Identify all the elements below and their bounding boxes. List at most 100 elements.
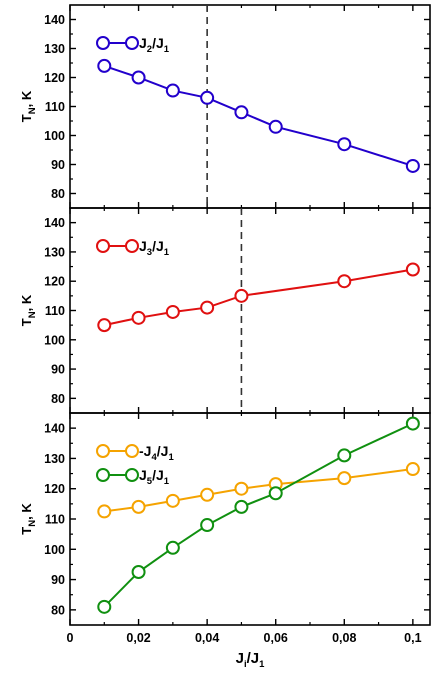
- y-axis-title-main: T: [19, 114, 34, 122]
- y-axis-title-suffix: , K: [19, 503, 34, 520]
- y-tick-label: 90: [51, 158, 65, 172]
- legend-label-part: /J: [157, 443, 169, 459]
- data-point: [234, 105, 249, 120]
- legend-label-sub: 1: [164, 44, 170, 55]
- legend-marker: [96, 468, 110, 482]
- data-point: [131, 310, 146, 325]
- y-tick-label: 110: [45, 304, 65, 318]
- series--j4-j1: -J4/J1: [96, 443, 420, 519]
- y-tick-label: 140: [44, 216, 65, 230]
- series-j3-j1: J3/J1: [96, 238, 420, 333]
- data-point: [97, 504, 112, 519]
- x-axis-title-sub: i: [244, 659, 247, 670]
- legend-marker: [96, 36, 110, 50]
- legend-label-sub: 1: [164, 247, 170, 258]
- y-tick-label: 100: [44, 543, 65, 557]
- x-axis-title: Ji/J1: [236, 650, 266, 670]
- legend-label-part: /J: [152, 35, 164, 51]
- x-tick-label: 0,1: [404, 631, 421, 645]
- plot-frame: [69, 207, 431, 414]
- y-axis-title-main: T: [19, 318, 34, 326]
- x-tick-label: 0,04: [195, 631, 219, 645]
- legend-marker: [96, 444, 110, 458]
- data-point: [337, 137, 352, 152]
- x-tick-label: 0: [67, 631, 74, 645]
- data-point: [268, 119, 283, 134]
- data-point: [200, 518, 215, 533]
- x-axis-title-sub2: 1: [259, 659, 265, 670]
- y-tick-label: 120: [44, 275, 65, 289]
- y-tick-label: 110: [45, 100, 65, 114]
- y-tick-label: 90: [51, 573, 65, 587]
- data-point: [165, 493, 180, 508]
- y-tick-label: 80: [51, 187, 65, 201]
- y-axis-title-sub: N: [27, 107, 38, 114]
- data-point: [234, 288, 249, 303]
- series-line: [104, 268, 414, 327]
- y-tick-label: 110: [45, 513, 65, 527]
- y-tick-label: 140: [44, 422, 65, 436]
- legend-label-part: -J: [139, 443, 151, 459]
- legend-label-part: /J: [152, 467, 164, 483]
- y-axis-title: TN, K: [19, 294, 38, 326]
- legend-label-sub: 3: [147, 247, 152, 258]
- data-point: [97, 599, 112, 614]
- data-point: [405, 262, 420, 277]
- data-point: [165, 304, 180, 319]
- y-tick-label: 100: [44, 333, 65, 347]
- plot-frame: [69, 4, 431, 209]
- legend-label-part: J: [139, 35, 147, 51]
- data-point: [268, 486, 283, 501]
- data-point: [337, 448, 352, 463]
- x-tick-label: 0,06: [264, 631, 288, 645]
- data-point: [97, 58, 112, 73]
- panel-2: 80 90 100 110 120 130 140 TN, K J3/J1: [19, 207, 431, 414]
- legend-label-sub: 2: [147, 44, 152, 55]
- legend-marker: [125, 468, 139, 482]
- y-axis-title: TN, K: [19, 90, 38, 122]
- data-point: [234, 499, 249, 514]
- x-tick-label: 0,02: [126, 631, 150, 645]
- series-line: [103, 64, 414, 167]
- series-j2-j1: J2/J1: [96, 35, 420, 173]
- legend-label-part: J: [139, 467, 147, 483]
- legend-label-part: /J: [152, 238, 164, 254]
- y-axis-title-main: T: [19, 527, 34, 535]
- data-point: [337, 471, 352, 486]
- data-point: [200, 90, 215, 105]
- legend-label-part: J: [139, 238, 147, 254]
- data-point: [165, 83, 180, 98]
- y-axis-title-suffix: , K: [19, 90, 34, 107]
- y-tick-label: 120: [44, 482, 65, 496]
- x-axis-title-mid: /J: [247, 650, 260, 667]
- y-axis-title-sub: N: [27, 311, 38, 318]
- legend-marker: [125, 36, 139, 50]
- legend-marker: [96, 239, 110, 253]
- y-tick-label: 140: [44, 13, 65, 27]
- plot-frame: [69, 412, 431, 626]
- data-point: [131, 70, 146, 85]
- y-tick-label: 80: [51, 392, 65, 406]
- data-point: [165, 540, 180, 555]
- panel-1: 80 90 100 110 120 130 140 TN, K J2/J1: [19, 4, 431, 209]
- data-point: [337, 274, 352, 289]
- y-tick-label: 130: [44, 42, 65, 56]
- legend-label: J2/J1: [139, 35, 170, 55]
- legend-label-sub: 4: [151, 452, 157, 463]
- data-point: [405, 462, 420, 477]
- series-j5-j1: J5/J1: [96, 416, 420, 614]
- legend-label: J3/J1: [139, 238, 170, 258]
- data-point: [200, 300, 215, 315]
- y-tick-label: 90: [51, 363, 65, 377]
- legend-marker: [125, 239, 139, 253]
- y-axis-title-sub: N: [27, 520, 38, 527]
- panel-3: 80 90 100 110 120 130 140 0 0,02 0,04 0,06 0,08 0,1 T…: [19, 412, 431, 670]
- y-tick-label: 130: [44, 452, 65, 466]
- data-point: [234, 481, 249, 496]
- data-point: [405, 416, 420, 431]
- legend-marker: [125, 444, 139, 458]
- x-tick-label: 0,08: [332, 631, 356, 645]
- legend-label-sub: 1: [164, 476, 170, 487]
- y-axis-title-suffix: , K: [19, 294, 34, 311]
